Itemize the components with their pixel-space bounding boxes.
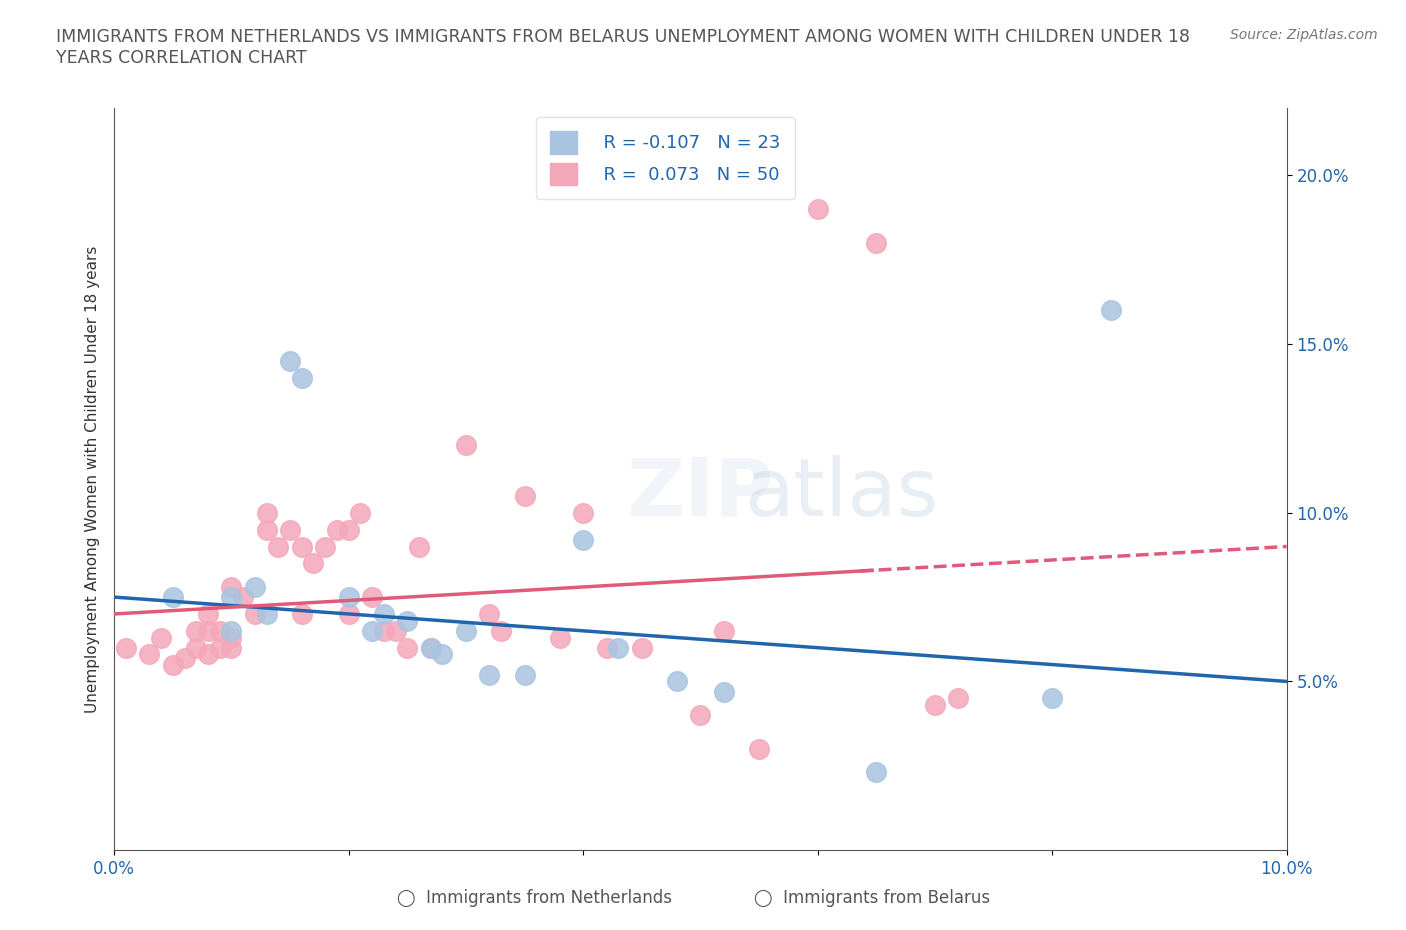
Point bbox=[232, 590, 254, 604]
Point bbox=[396, 640, 419, 655]
Point bbox=[807, 202, 830, 217]
Point bbox=[197, 623, 219, 638]
Point bbox=[713, 623, 735, 638]
Point bbox=[607, 640, 630, 655]
Point bbox=[1099, 303, 1122, 318]
Legend:   R = -0.107   N = 23,   R =  0.073   N = 50: R = -0.107 N = 23, R = 0.073 N = 50 bbox=[536, 117, 794, 199]
Point bbox=[221, 631, 243, 645]
Point bbox=[267, 539, 290, 554]
Point bbox=[243, 606, 266, 621]
Point bbox=[150, 631, 173, 645]
Point bbox=[221, 590, 243, 604]
Point bbox=[208, 623, 231, 638]
Y-axis label: Unemployment Among Women with Children Under 18 years: Unemployment Among Women with Children U… bbox=[86, 246, 100, 712]
Text: Source: ZipAtlas.com: Source: ZipAtlas.com bbox=[1230, 28, 1378, 42]
Text: ◯  Immigrants from Belarus: ◯ Immigrants from Belarus bbox=[754, 889, 990, 907]
Point bbox=[373, 606, 395, 621]
Point bbox=[115, 640, 138, 655]
Point bbox=[173, 650, 195, 665]
Point bbox=[337, 606, 360, 621]
Point bbox=[665, 674, 688, 689]
Point bbox=[221, 623, 243, 638]
Point bbox=[432, 647, 454, 662]
Point bbox=[337, 523, 360, 538]
Point bbox=[256, 523, 278, 538]
Point bbox=[291, 370, 314, 385]
Point bbox=[713, 684, 735, 699]
Point bbox=[186, 623, 208, 638]
Text: atlas: atlas bbox=[744, 455, 938, 533]
Point bbox=[454, 623, 477, 638]
Point bbox=[326, 523, 349, 538]
Point bbox=[197, 647, 219, 662]
Point bbox=[948, 691, 970, 706]
Point bbox=[208, 640, 231, 655]
Point bbox=[162, 658, 184, 672]
Point bbox=[630, 640, 652, 655]
Point bbox=[489, 623, 512, 638]
Point bbox=[373, 623, 395, 638]
Point bbox=[384, 623, 406, 638]
Text: ZIP: ZIP bbox=[627, 455, 775, 533]
Point bbox=[162, 590, 184, 604]
Text: IMMIGRANTS FROM NETHERLANDS VS IMMIGRANTS FROM BELARUS UNEMPLOYMENT AMONG WOMEN : IMMIGRANTS FROM NETHERLANDS VS IMMIGRANT… bbox=[56, 28, 1191, 67]
Point bbox=[865, 235, 887, 250]
Point bbox=[221, 640, 243, 655]
Point bbox=[361, 590, 384, 604]
Point bbox=[278, 353, 301, 368]
Point bbox=[197, 606, 219, 621]
Point bbox=[572, 505, 595, 520]
Point bbox=[256, 505, 278, 520]
Point bbox=[186, 640, 208, 655]
Point bbox=[689, 708, 711, 723]
Point bbox=[513, 667, 536, 682]
Point bbox=[865, 765, 887, 780]
Point bbox=[314, 539, 336, 554]
Point bbox=[302, 556, 325, 571]
Text: ◯  Immigrants from Netherlands: ◯ Immigrants from Netherlands bbox=[396, 889, 672, 907]
Point bbox=[513, 488, 536, 503]
Point bbox=[243, 579, 266, 594]
Point bbox=[595, 640, 617, 655]
Point bbox=[548, 631, 571, 645]
Point bbox=[396, 613, 419, 628]
Point bbox=[291, 539, 314, 554]
Point bbox=[221, 579, 243, 594]
Point bbox=[291, 606, 314, 621]
Point bbox=[478, 606, 501, 621]
Point bbox=[748, 741, 770, 756]
Point bbox=[278, 523, 301, 538]
Point bbox=[454, 438, 477, 453]
Point bbox=[478, 667, 501, 682]
Point bbox=[361, 623, 384, 638]
Point bbox=[924, 698, 946, 712]
Point bbox=[419, 640, 441, 655]
Point bbox=[138, 647, 160, 662]
Point bbox=[337, 590, 360, 604]
Point bbox=[419, 640, 441, 655]
Point bbox=[256, 606, 278, 621]
Point bbox=[572, 532, 595, 547]
Point bbox=[408, 539, 430, 554]
Point bbox=[349, 505, 371, 520]
Point bbox=[1040, 691, 1063, 706]
